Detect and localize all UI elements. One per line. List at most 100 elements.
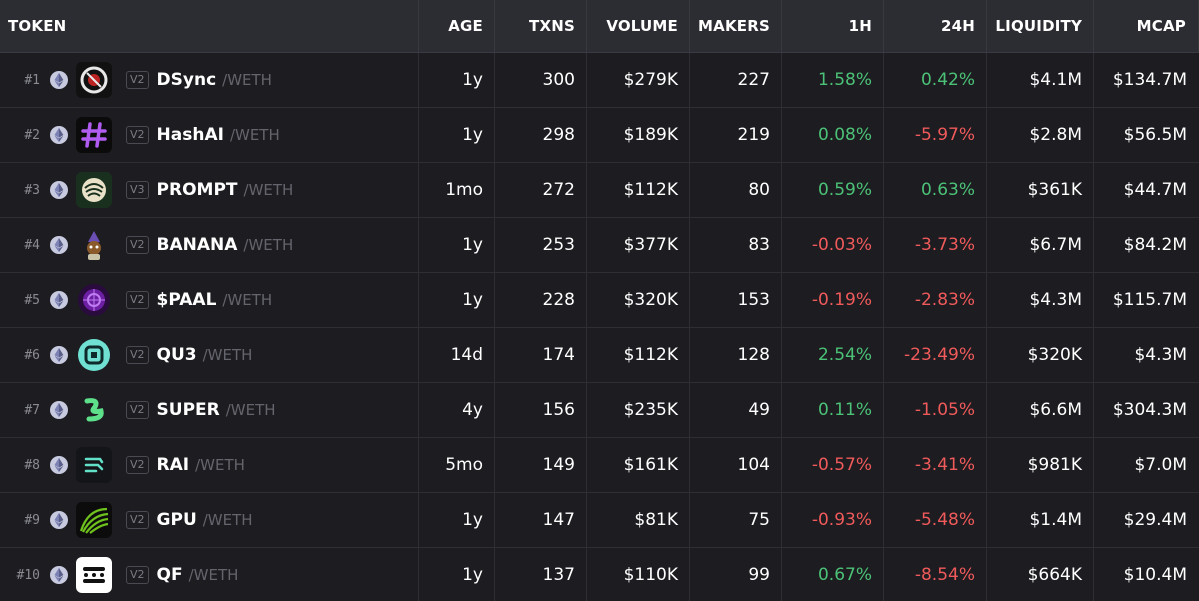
liquidity-cell: $6.7M — [987, 218, 1094, 272]
liquidity-cell: $4.3M — [987, 273, 1094, 327]
txns-cell: 272 — [495, 163, 587, 217]
token-cell[interactable]: #8 V2 RAI/WETH — [0, 438, 419, 492]
change-1h-cell: 0.11% — [782, 383, 884, 437]
column-header-makers[interactable]: MAKERS — [690, 0, 782, 52]
super-logo-icon — [76, 392, 112, 428]
rank-label: #8 — [24, 457, 40, 473]
token-symbol[interactable]: HashAI — [156, 125, 224, 145]
table-row[interactable]: #5 V2 $PAAL/WETH 1y 228 $320K 153 -0.19% -2.83% $… — [0, 273, 1199, 328]
makers-cell: 99 — [690, 548, 782, 601]
table-row[interactable]: #3 V3 PROMPT/WETH 1mo 272 $112K 80 0.59% 0.63% $3… — [0, 163, 1199, 218]
token-symbol[interactable]: RAI — [156, 455, 190, 475]
column-header-1h[interactable]: 1H — [782, 0, 884, 52]
token-symbol[interactable]: GPU — [156, 510, 197, 530]
column-header-txns[interactable]: TXNS — [495, 0, 587, 52]
prompt-logo-icon — [76, 172, 112, 208]
dex-version-badge: V3 — [126, 181, 149, 199]
token-cell[interactable]: #7 V2 SUPER/WETH — [0, 383, 419, 437]
volume-cell: $189K — [587, 108, 690, 162]
mcap-cell: $84.2M — [1123, 235, 1187, 255]
change-24h-cell: -2.83% — [884, 273, 987, 327]
rank-label: #5 — [24, 292, 40, 308]
token-symbol[interactable]: QF — [156, 565, 183, 585]
banana-logo-icon — [76, 227, 112, 263]
age-cell: 1mo — [419, 163, 495, 217]
change-1h-cell: 0.08% — [782, 108, 884, 162]
rank-label: #3 — [24, 182, 40, 198]
ethereum-icon — [50, 566, 68, 584]
column-header-mcap[interactable]: MCAP — [1094, 0, 1199, 52]
table-row[interactable]: #9 V2 GPU/WETH 1y 147 $81K 75 -0.93% -5.48% $1.4M… — [0, 493, 1199, 548]
table-row[interactable]: #2 V2 HashAI/WETH 1y 298 $189K 219 0.08% -5.97% $… — [0, 108, 1199, 163]
token-cell[interactable]: #6 V2 QU3/WETH — [0, 328, 419, 382]
table-row[interactable]: #8 V2 RAI/WETH 5mo 149 $161K 104 -0.57% -3.41% $9… — [0, 438, 1199, 493]
column-header-volume[interactable]: VOLUME — [587, 0, 690, 52]
column-header-liquidity[interactable]: LIQUIDITY — [987, 0, 1094, 52]
token-cell[interactable]: #9 V2 GPU/WETH — [0, 493, 419, 547]
change-24h-cell: -23.49% — [884, 328, 987, 382]
token-symbol[interactable]: BANANA — [156, 235, 238, 255]
table-row[interactable]: #7 V2 SUPER/WETH 4y 156 $235K 49 0.11% -1.05% $6.… — [0, 383, 1199, 438]
token-cell[interactable]: #3 V3 PROMPT/WETH — [0, 163, 419, 217]
table-row[interactable]: #10 V2 QF/WETH 1y 137 $110K 99 0.67% -8.54% $664K… — [0, 548, 1199, 601]
liquidity-cell: $361K — [987, 163, 1094, 217]
ethereum-icon — [50, 126, 68, 144]
token-symbol[interactable]: PROMPT — [156, 180, 238, 200]
pair-quote: /WETH — [222, 71, 272, 89]
table-row[interactable]: #6 V2 QU3/WETH 14d 174 $112K 128 2.54% -23.49% $3… — [0, 328, 1199, 383]
paal-logo-icon — [76, 282, 112, 318]
change-24h-cell: -3.41% — [884, 438, 987, 492]
txns-cell: 137 — [495, 548, 587, 601]
txns-cell: 147 — [495, 493, 587, 547]
change-1h-cell: -0.93% — [782, 493, 884, 547]
dex-version-badge: V2 — [126, 236, 149, 254]
age-cell: 14d — [419, 328, 495, 382]
change-24h-cell: -1.05% — [884, 383, 987, 437]
qu3-logo-icon — [76, 337, 112, 373]
pair-quote: /WETH — [188, 566, 239, 584]
token-cell[interactable]: #4 V2 BANANA/WETH — [0, 218, 419, 272]
gpu-logo-icon — [76, 502, 112, 538]
age-cell: 1y — [419, 218, 495, 272]
token-symbol[interactable]: $PAAL — [156, 290, 217, 310]
pair-quote: /WETH — [222, 291, 273, 309]
ethereum-icon — [50, 456, 68, 474]
volume-cell: $377K — [587, 218, 690, 272]
dex-version-badge: V2 — [126, 401, 149, 419]
token-cell[interactable]: #1 V2 DSync/WETH — [0, 53, 419, 107]
token-symbol[interactable]: DSync — [156, 70, 217, 90]
qf-logo-icon — [76, 557, 112, 593]
table-row[interactable]: #4 V2 BANANA/WETH 1y 253 $377K 83 -0.03% -3.73% $… — [0, 218, 1199, 273]
column-header-age[interactable]: AGE — [419, 0, 495, 52]
rank-label: #6 — [24, 347, 40, 363]
dex-version-badge: V2 — [126, 126, 149, 144]
pair-quote: /WETH — [225, 401, 276, 419]
makers-cell: 227 — [690, 53, 782, 107]
token-cell[interactable]: #10 V2 QF/WETH — [0, 548, 419, 601]
token-symbol[interactable]: QU3 — [156, 345, 197, 365]
age-cell: 5mo — [419, 438, 495, 492]
change-1h-cell: 0.59% — [782, 163, 884, 217]
mcap-cell: $10.4M — [1123, 565, 1187, 585]
column-header-24h[interactable]: 24H — [884, 0, 987, 52]
txns-cell: 300 — [495, 53, 587, 107]
token-symbol[interactable]: SUPER — [156, 400, 220, 420]
rank-label: #10 — [16, 567, 40, 583]
makers-cell: 219 — [690, 108, 782, 162]
makers-cell: 104 — [690, 438, 782, 492]
token-cell[interactable]: #2 V2 HashAI/WETH — [0, 108, 419, 162]
change-1h-cell: 1.58% — [782, 53, 884, 107]
ethereum-icon — [50, 511, 68, 529]
liquidity-cell: $1.4M — [987, 493, 1094, 547]
mcap-cell: $7.0M — [1134, 455, 1187, 475]
pair-quote: /WETH — [202, 346, 253, 364]
age-cell: 1y — [419, 53, 495, 107]
token-cell[interactable]: #5 V2 $PAAL/WETH — [0, 273, 419, 327]
dex-version-badge: V2 — [126, 291, 149, 309]
dsync-logo-icon — [76, 62, 112, 98]
column-header-token[interactable]: TOKEN — [0, 0, 419, 52]
ethereum-icon — [50, 291, 68, 309]
change-24h-cell: 0.63% — [884, 163, 987, 217]
dex-version-badge: V2 — [126, 456, 149, 474]
table-row[interactable]: #1 V2 DSync/WETH 1y 300 $279K 227 1.58% 0.42% $4.… — [0, 53, 1199, 108]
